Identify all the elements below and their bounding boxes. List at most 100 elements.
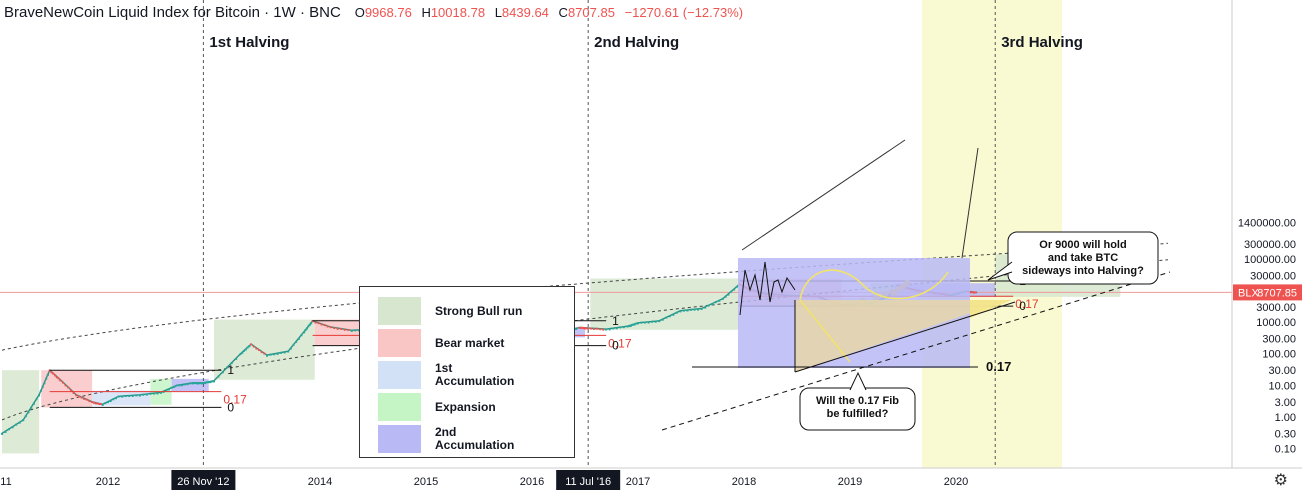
price-candle xyxy=(114,397,117,400)
low-label: L xyxy=(494,5,502,20)
legend-label-acc1: 1st Accumulation xyxy=(435,361,515,388)
price-candle xyxy=(124,394,127,397)
price-candle xyxy=(24,415,27,418)
price-candle xyxy=(191,382,194,385)
price-candle xyxy=(276,352,279,355)
halving-label-3: 3rd Halving xyxy=(1001,34,1083,51)
time-tick-label: 2014 xyxy=(308,476,332,488)
price-candle xyxy=(149,392,152,395)
price-candle xyxy=(292,343,295,346)
price-candle xyxy=(672,313,675,316)
price-candle xyxy=(226,366,229,369)
price-candle xyxy=(718,299,721,302)
price-candle xyxy=(350,329,353,332)
price-candle xyxy=(303,331,306,334)
price-candle xyxy=(735,285,738,288)
price-candle xyxy=(269,353,272,356)
drop-projection xyxy=(799,299,851,363)
price-candle xyxy=(99,403,102,406)
price-candle xyxy=(651,320,654,323)
price-candle xyxy=(658,320,661,323)
price-candle xyxy=(690,308,692,311)
question-callout-1-box xyxy=(1007,231,1159,285)
price-candle xyxy=(280,351,283,354)
price-candle xyxy=(320,323,323,326)
price-candle xyxy=(142,393,145,396)
price-candle xyxy=(317,322,320,325)
price-candle xyxy=(183,383,186,386)
time-tick-label: 2019 xyxy=(838,476,862,488)
price-candle xyxy=(32,402,35,405)
price-candle xyxy=(91,401,94,404)
gear-icon[interactable]: ⚙ xyxy=(1273,472,1288,489)
price-tick-label: 30.00 xyxy=(1268,365,1296,377)
price-candle xyxy=(27,411,30,414)
price-candle xyxy=(248,345,251,348)
price-tick-label: 0.30 xyxy=(1275,428,1296,440)
time-tick-label: 2017 xyxy=(626,476,650,488)
price-candle xyxy=(323,324,326,327)
price-tick-label: 10.00 xyxy=(1268,380,1296,392)
question-callout-1-tail xyxy=(987,261,1013,281)
price-candle xyxy=(640,321,643,324)
price-candle xyxy=(64,384,67,387)
price-candle xyxy=(170,386,173,389)
price-candle xyxy=(340,327,343,330)
time-tick-label: 2020 xyxy=(944,476,968,488)
price-candle xyxy=(730,290,733,293)
price-candle xyxy=(578,326,581,329)
price-candle xyxy=(83,397,86,400)
price-candle xyxy=(22,419,25,422)
price-candle xyxy=(584,327,587,330)
price-candle xyxy=(173,385,176,388)
price-candle xyxy=(198,382,201,385)
price-candle xyxy=(30,406,33,409)
price-candle xyxy=(54,374,56,377)
price-candle xyxy=(258,348,261,351)
price-candle xyxy=(721,297,724,300)
high-value: 10018.78 xyxy=(430,5,486,20)
time-highlight-label: 26 Nov '12 xyxy=(177,476,229,488)
legend-label-acc2: 2nd Accumulation xyxy=(435,425,515,452)
price-candle xyxy=(211,380,214,383)
price-candle xyxy=(152,392,155,395)
bear-box-1 xyxy=(41,370,93,408)
price-candle xyxy=(310,322,313,325)
price-candle xyxy=(305,327,308,330)
price-candle xyxy=(41,386,44,389)
legend-swatch-bear xyxy=(378,329,421,357)
price-candle xyxy=(329,326,332,329)
zoom-connector-right xyxy=(961,147,979,259)
price-candle xyxy=(644,321,647,324)
open-value: 9968.76 xyxy=(364,5,412,20)
price-candle xyxy=(724,295,727,298)
price-candle xyxy=(333,327,336,330)
question-callout-2-text: be fulfilled? xyxy=(827,408,889,420)
price-candle xyxy=(970,291,973,294)
legend-swatch-acc2 xyxy=(378,425,421,453)
price-candle xyxy=(213,380,215,383)
price-candle xyxy=(289,347,292,350)
price-candle xyxy=(75,394,78,397)
question-callout-1-text: Or 9000 will hold xyxy=(1039,239,1126,251)
price-candle xyxy=(593,327,596,330)
price-candle xyxy=(181,384,184,387)
price-candle xyxy=(131,395,134,398)
high-label: H xyxy=(421,5,431,20)
price-candle xyxy=(221,371,224,374)
price-candle xyxy=(608,328,611,331)
price-candle xyxy=(241,351,244,354)
price-candle xyxy=(69,389,72,392)
price-candle xyxy=(178,384,181,387)
fib-label-mid-2: 0.17 xyxy=(608,336,632,350)
time-tick-label: 2012 xyxy=(96,476,120,488)
time-highlight-tag xyxy=(556,470,621,490)
symbol-title[interactable]: BraveNewCoin Liquid Index for Bitcoin · … xyxy=(4,4,341,21)
price-candle xyxy=(697,308,700,311)
price-candle xyxy=(612,327,615,330)
price-candle xyxy=(714,301,717,304)
legend-label-bull: Strong Bull run xyxy=(435,303,523,318)
price-candle xyxy=(167,388,170,391)
price-candle xyxy=(38,394,41,397)
